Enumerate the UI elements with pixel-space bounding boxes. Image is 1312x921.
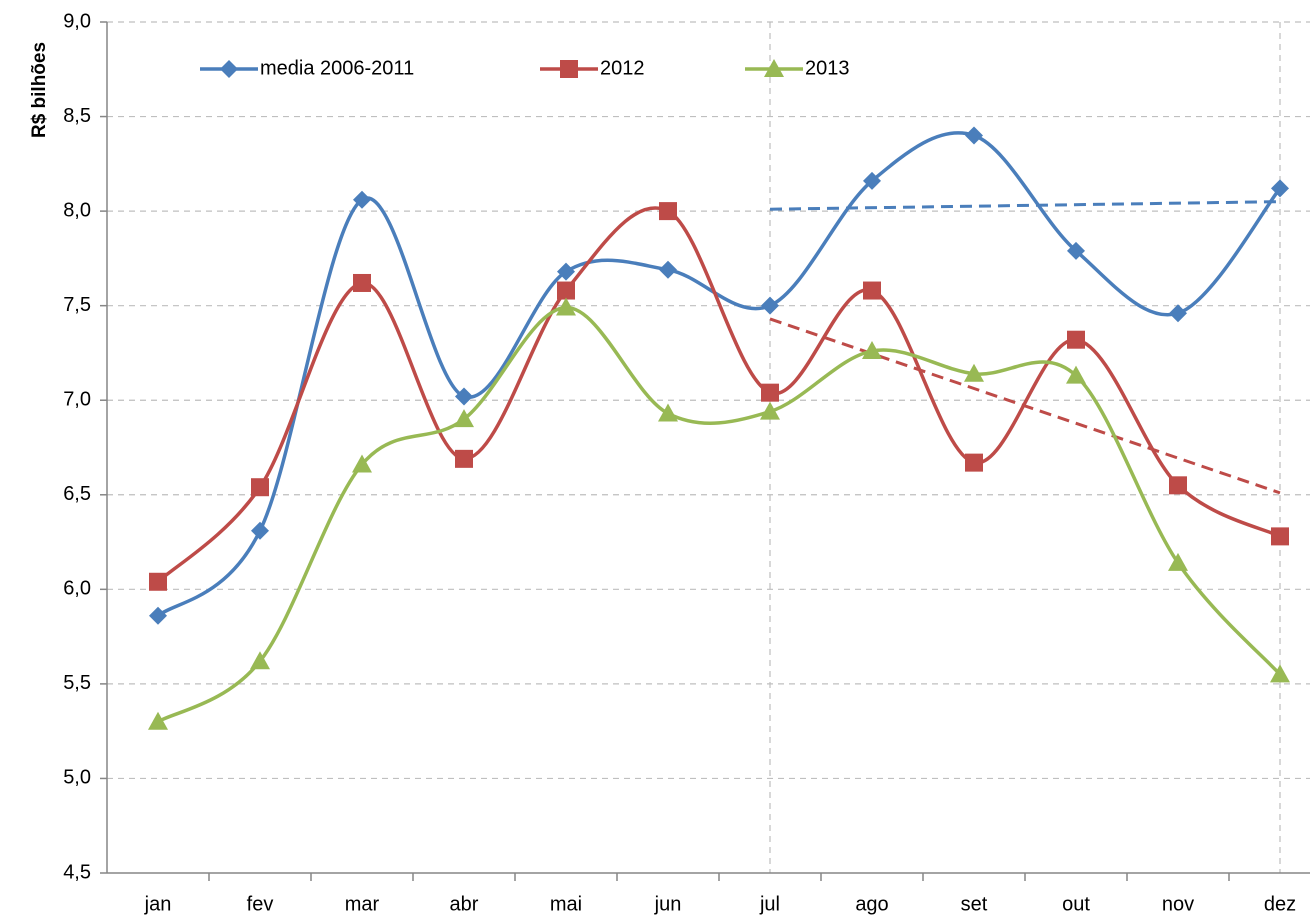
marker	[1067, 330, 1085, 349]
marker	[659, 202, 677, 221]
marker	[250, 651, 270, 670]
marker	[1066, 365, 1086, 384]
series-line	[157, 305, 1282, 724]
legend-item: media 2006-2011	[200, 57, 414, 79]
marker	[1169, 304, 1187, 323]
y-tick-label: 5,0	[63, 767, 91, 789]
marker	[764, 59, 784, 77]
marker	[455, 387, 473, 406]
legend-item: 2012	[540, 57, 645, 79]
y-tick-label: 8,0	[63, 199, 91, 221]
x-tick-label: jul	[759, 893, 780, 915]
marker	[1271, 527, 1289, 546]
x-tick-label: mar	[345, 893, 380, 915]
marker	[352, 454, 372, 473]
y-tick-label: 5,5	[63, 672, 91, 694]
x-tick-label: jun	[654, 893, 682, 915]
marker	[1270, 664, 1290, 683]
marker	[1168, 552, 1188, 571]
marker	[761, 383, 779, 402]
legend-label: media 2006-2011	[260, 57, 414, 79]
y-axis-label: R$ bilhões	[29, 42, 50, 138]
marker	[353, 273, 371, 292]
marker	[251, 478, 269, 497]
marker	[658, 403, 678, 422]
x-tick-label: dez	[1264, 893, 1296, 915]
x-tick-label: mai	[550, 893, 582, 915]
marker	[964, 363, 984, 382]
marker	[557, 262, 575, 281]
marker	[1271, 179, 1289, 198]
marker	[863, 171, 881, 190]
marker	[557, 281, 575, 300]
x-tick-label: ago	[855, 893, 888, 915]
y-tick-label: 7,5	[63, 294, 91, 316]
marker	[353, 190, 371, 209]
y-tick-label: 6,5	[63, 483, 91, 505]
x-tick-label: jan	[144, 893, 172, 915]
x-tick-label: abr	[450, 893, 479, 915]
legend-label: 2013	[805, 57, 850, 79]
x-tick-label: fev	[247, 893, 274, 915]
y-tick-label: 4,5	[63, 861, 91, 883]
x-tick-label: out	[1062, 893, 1090, 915]
legend-label: 2012	[600, 57, 645, 79]
marker	[149, 572, 167, 591]
marker	[454, 409, 474, 428]
marker	[148, 711, 168, 730]
trendline	[769, 200, 1281, 211]
marker	[863, 281, 881, 300]
marker	[455, 449, 473, 468]
marker	[1067, 241, 1085, 260]
y-tick-label: 6,0	[63, 578, 91, 600]
y-tick-label: 7,0	[63, 389, 91, 411]
marker	[560, 60, 578, 78]
marker	[556, 297, 576, 316]
marker	[149, 606, 167, 625]
marker	[965, 453, 983, 472]
legend-item: 2013	[745, 57, 850, 79]
marker	[761, 296, 779, 315]
marker	[251, 521, 269, 540]
marker	[965, 126, 983, 145]
y-tick-label: 8,5	[63, 105, 91, 127]
marker	[1169, 476, 1187, 495]
x-tick-label: set	[961, 893, 988, 915]
marker	[659, 260, 677, 279]
marker	[862, 341, 882, 360]
x-tick-label: nov	[1162, 893, 1194, 915]
y-tick-label: 9,0	[63, 10, 91, 32]
marker	[760, 401, 780, 420]
marker	[220, 60, 238, 78]
